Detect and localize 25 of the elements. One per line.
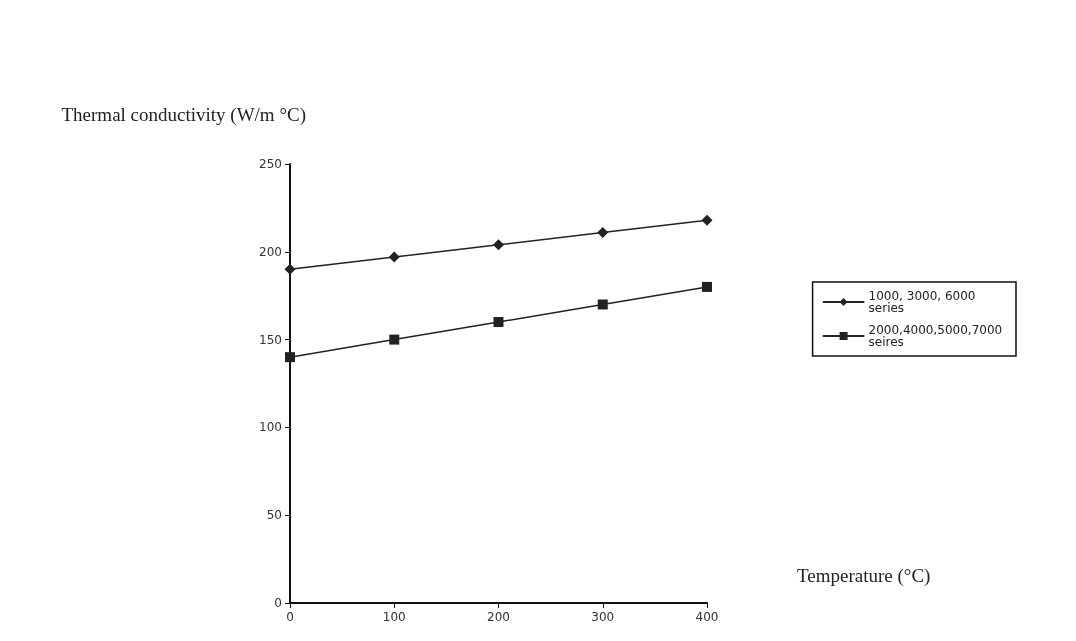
point bbox=[597, 226, 609, 238]
point bbox=[389, 334, 400, 345]
y-tick-label: 50 bbox=[266, 508, 282, 523]
point bbox=[597, 299, 608, 310]
point bbox=[702, 281, 712, 292]
legend-label: 2000,4000,5000,7000 seires bbox=[868, 323, 1007, 349]
point bbox=[493, 317, 504, 328]
point bbox=[493, 239, 504, 251]
y-tick-label: 200 bbox=[259, 244, 282, 259]
y-tick-label: 0 bbox=[274, 596, 282, 610]
x-tick-label: 200 bbox=[487, 610, 510, 624]
point bbox=[388, 251, 400, 263]
y-tick-label: 150 bbox=[259, 332, 282, 347]
x-tick-label: 400 bbox=[695, 610, 719, 624]
y-tick-label: 100 bbox=[259, 420, 282, 435]
x-axis-title: Temperature (°C) bbox=[797, 565, 931, 587]
point bbox=[701, 214, 713, 226]
y-tick-label: 250 bbox=[259, 157, 282, 171]
point bbox=[285, 352, 295, 363]
x-tick-label: 100 bbox=[382, 610, 406, 624]
point bbox=[284, 263, 296, 275]
x-tick-label: 0 bbox=[286, 610, 294, 624]
x-tick-label: 300 bbox=[591, 610, 615, 624]
legend-label: 1000, 3000, 6000 series bbox=[868, 289, 980, 315]
y-axis-title: Thermal conductivity (W/m °C) bbox=[61, 104, 306, 126]
